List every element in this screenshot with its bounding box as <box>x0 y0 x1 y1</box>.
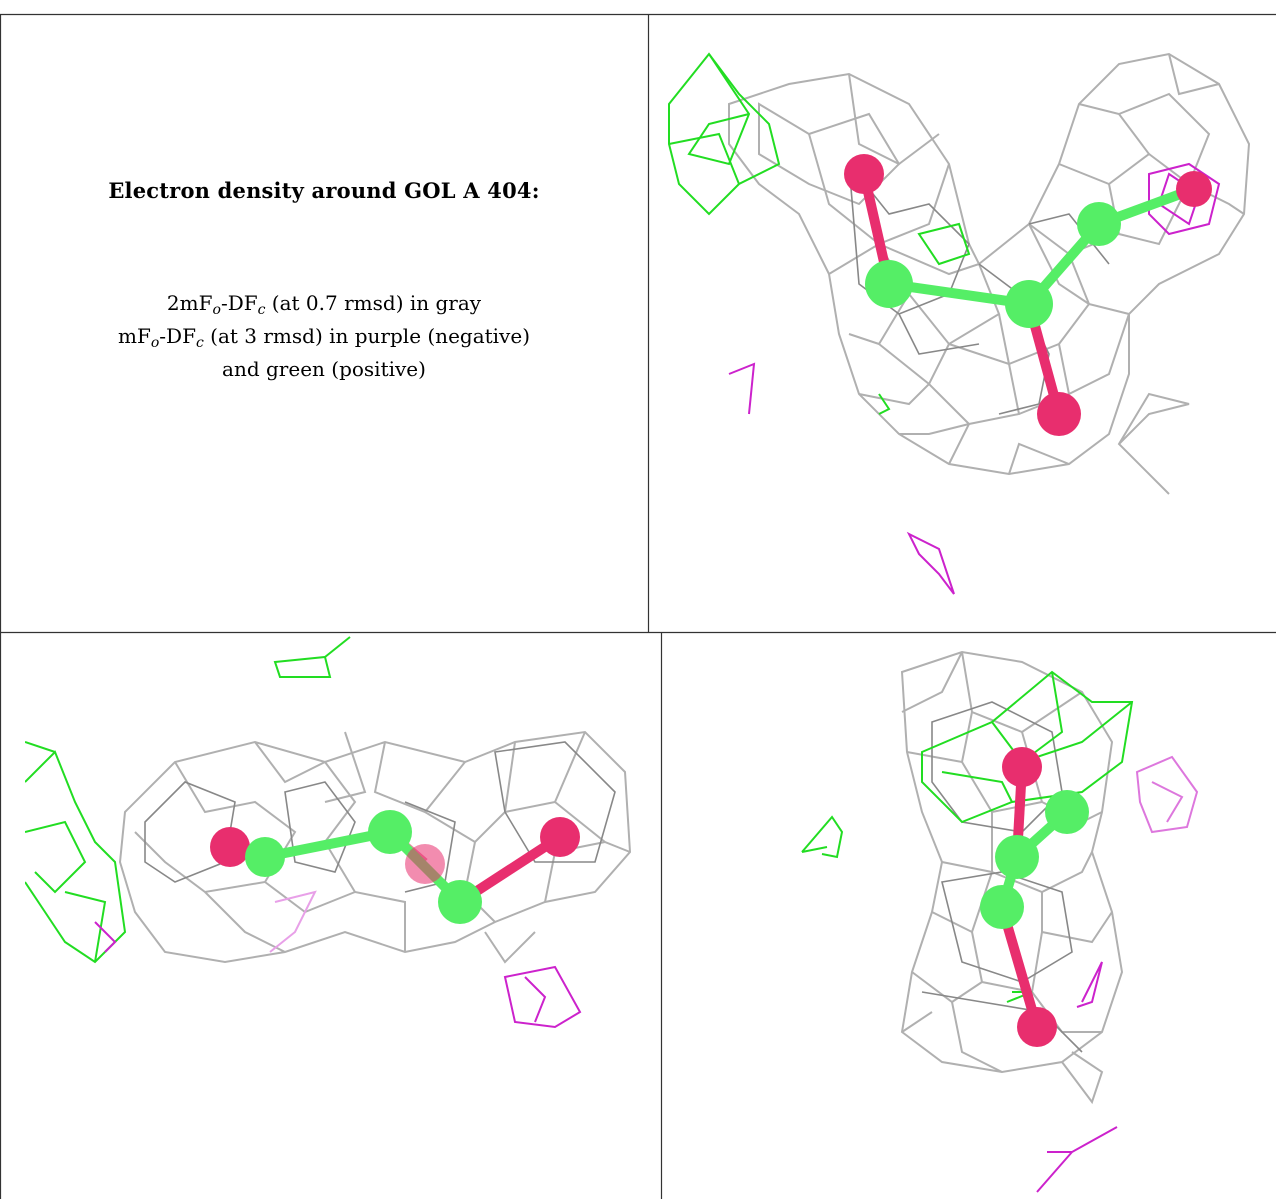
glycerol-model <box>210 810 580 924</box>
carbon-atom <box>865 260 913 308</box>
carbon-atom <box>438 880 482 924</box>
carbon-atom <box>1077 202 1121 246</box>
legend-line-positive: and green (positive) <box>222 357 426 381</box>
purple-mesh <box>94 921 582 1029</box>
purple-mesh <box>728 162 1221 595</box>
green-mesh <box>668 52 971 415</box>
oxygen-atom <box>540 817 580 857</box>
oxygen-atom <box>210 827 250 867</box>
carbon-atom <box>1005 280 1053 328</box>
density-panel-bottom-left <box>25 632 648 1199</box>
caption-title: Electron density around GOL A 404: <box>108 178 540 203</box>
caption-cell: Electron density around GOL A 404: 2mFo-… <box>0 14 648 632</box>
carbon-atom <box>980 885 1024 929</box>
green-mesh <box>25 636 351 964</box>
oxygen-atom <box>1176 171 1212 207</box>
oxygen-atom <box>1002 747 1042 787</box>
density-panel-top-right <box>649 14 1276 632</box>
carbon-atom <box>995 835 1039 879</box>
oxygen-atom <box>405 844 445 884</box>
purple-mesh-faint <box>269 890 317 953</box>
legend-line-2fofc: 2mFo-DFc (at 0.7 rmsd) in gray <box>166 291 482 318</box>
oxygen-atom <box>1017 1007 1057 1047</box>
oxygen-atom <box>1037 392 1081 436</box>
oxygen-atom <box>844 154 884 194</box>
caption-legend: 2mFo-DFc (at 0.7 rmsd) in gray mFo-DFc (… <box>0 287 648 386</box>
glycerol-model <box>980 747 1089 1047</box>
density-panel-bottom-right <box>662 632 1276 1199</box>
carbon-atom <box>368 810 412 854</box>
purple-mesh <box>1036 961 1118 1193</box>
carbon-atom <box>245 837 285 877</box>
glycerol-model <box>844 154 1212 436</box>
purple-mesh-faint <box>1135 755 1199 834</box>
carbon-atom <box>1045 790 1089 834</box>
legend-line-fofc: mFo-DFc (at 3 rmsd) in purple (negative) <box>118 324 530 351</box>
green-mesh <box>801 670 1134 1003</box>
